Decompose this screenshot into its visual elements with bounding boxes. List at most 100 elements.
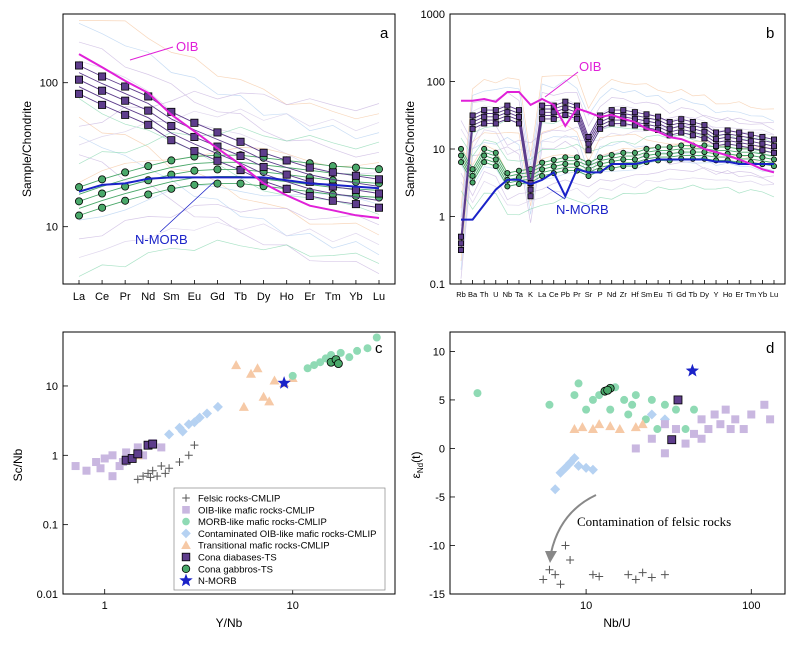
diabase-point [736,136,743,143]
diabase-point [190,147,199,156]
gabbro-point [75,211,84,220]
panel-b-nmorb-label: N-MORB [556,202,609,217]
morb_like-point [582,405,591,414]
gabbro-point [492,163,499,170]
transitional-point [587,424,598,434]
diabase-point [305,163,314,172]
x-tick-label: Sm [163,291,180,303]
diabase-point [631,109,638,116]
gabbro-point [666,150,673,157]
y-tick-label: -15 [429,589,445,601]
diabase-point [469,119,476,126]
oib_like-point [721,405,730,414]
x-tick-label: Tm [325,291,341,303]
panel-b-ylabel: Sample/Chondrite [403,101,417,197]
x-tick-label: Ce [549,290,559,299]
contamination-arrowhead [545,551,557,563]
x-tick-label: K [528,290,533,299]
gabbro-point [167,156,176,165]
gabbro-point [747,152,754,159]
diabase-point [550,115,557,122]
y-tick-label: 0.1 [43,520,58,532]
diabase-point [374,189,383,198]
diabase-point [98,86,107,95]
legend-label-morb_like: MORB-like mafic rocks-CMLIP [198,517,327,528]
diabase-point [236,151,245,160]
diabase-sample-line [460,104,775,241]
gabbro-point [539,159,546,166]
gabbro-point [190,180,199,189]
diabase-point [236,166,245,175]
diabase-point [98,72,107,81]
background-envelope-line [460,114,775,146]
gabbro-point [539,172,546,179]
star-point [685,363,699,377]
background-envelope-line [460,75,775,209]
OIB-series-line [78,53,380,219]
diabase-point [144,106,153,115]
panel-b-label: b [766,25,774,42]
x-tick-label: La [538,290,547,299]
oib_like-point [71,462,80,471]
x-tick-label: Pr [120,291,131,303]
transitional-point [577,422,588,432]
gabbro-point [573,160,580,167]
oib_like-point [766,415,775,424]
diabase-point [515,120,522,127]
morb_like-point [620,395,629,404]
diabase-point [701,128,708,135]
diabase-point [771,143,778,150]
x-tick-label: La [73,291,86,303]
gabbro-point [655,144,662,151]
diabase-point [678,129,685,136]
OIB-series-line [461,91,775,174]
diabase-point [121,110,130,119]
panel-d-annotation: Contamination of felsic rocks [577,514,731,529]
diabase-point [562,112,569,119]
morb_like-point [336,348,345,357]
panel-d-label: d [766,340,774,357]
diabase-point [747,131,754,138]
diabase-point [457,240,464,247]
diabase-sample-line [78,72,380,187]
gabbro-sample-line [460,158,775,187]
legend-marker-transitional [181,540,191,549]
gabbro-point [562,154,569,161]
gabbro-point [75,183,84,192]
oib_like-point [689,429,698,438]
felsic-point [631,575,640,584]
morb_like-point [660,400,669,409]
x-tick-label: 1 [102,600,108,612]
diabase-point [469,112,476,119]
diabase-point [492,113,499,120]
morb_like-point [624,410,633,419]
oib_like-point [647,434,656,443]
x-tick-label: Zr [620,290,628,299]
diabase-point [701,135,708,142]
contaminated-point [569,453,580,464]
diabase-sample-line [460,101,775,237]
contamination-arrow [550,494,597,554]
diabase-point [481,113,488,120]
diabase-point [736,129,743,136]
x-tick-label: Nd [141,291,155,303]
x-tick-label: 10 [287,600,299,612]
diabase-point [481,120,488,127]
felsic-point [146,473,155,482]
gabbro-point [504,183,511,190]
legend-label-star: N-MORB [198,576,237,587]
diabase-point [585,140,592,147]
x-tick-label: Nd [607,290,617,299]
oib_like-point [122,448,131,457]
oib_like-point [660,420,669,429]
contaminated-point [201,408,212,419]
gabbro-point [585,172,592,179]
diabase-point [608,107,615,114]
contaminated-point [587,464,598,475]
transitional-point [252,363,263,373]
diabase-point [504,109,511,116]
diabase-point [673,395,683,405]
felsic-point [165,464,174,473]
diabase-point [144,120,153,129]
legend-marker-morb_like [182,517,190,526]
